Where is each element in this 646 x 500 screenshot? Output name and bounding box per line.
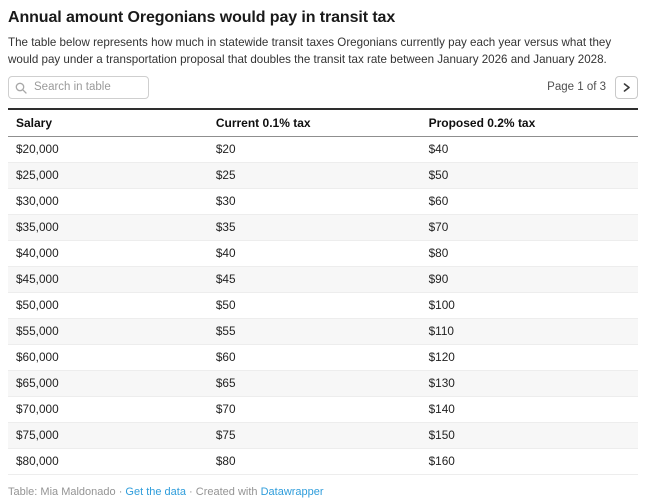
column-header-proposed-tax[interactable]: Proposed 0.2% tax — [420, 108, 638, 137]
proposed-tax-cell: $40 — [420, 136, 638, 163]
current-tax-cell: $35 — [207, 214, 421, 241]
salary-cell: $80,000 — [8, 448, 208, 475]
table-row: $40,000 $40 $80 — [8, 240, 638, 267]
table-row: $75,000 $75 $150 — [8, 422, 638, 449]
current-tax-cell: $75 — [207, 422, 421, 449]
current-tax-cell: $40 — [207, 240, 421, 267]
table-row: $65,000 $65 $130 — [8, 370, 638, 397]
current-tax-cell: $70 — [207, 396, 421, 423]
salary-cell: $70,000 — [8, 396, 208, 423]
current-tax-cell: $65 — [207, 370, 421, 397]
current-tax-cell: $45 — [207, 266, 421, 293]
current-tax-cell: $20 — [207, 136, 421, 163]
salary-cell: $65,000 — [8, 370, 208, 397]
datawrapper-link[interactable]: Datawrapper — [260, 485, 324, 498]
table-row: $80,000 $80 $160 — [8, 448, 638, 475]
chevron-right-icon — [622, 82, 631, 92]
proposed-tax-cell: $150 — [420, 422, 638, 449]
proposed-tax-cell: $130 — [420, 370, 638, 397]
proposed-tax-cell: $100 — [420, 292, 638, 319]
current-tax-cell: $80 — [207, 448, 421, 475]
next-page-button[interactable] — [615, 75, 638, 99]
get-the-data-link[interactable]: Get the data — [125, 485, 186, 498]
search-box — [8, 75, 149, 99]
table-row: $20,000 $20 $40 — [8, 136, 638, 163]
proposed-tax-cell: $160 — [420, 448, 638, 475]
salary-cell: $30,000 — [8, 188, 208, 215]
proposed-tax-cell: $120 — [420, 344, 638, 371]
table-row: $45,000 $45 $90 — [8, 266, 638, 293]
salary-cell: $45,000 — [8, 266, 208, 293]
salary-cell: $75,000 — [8, 422, 208, 449]
proposed-tax-cell: $80 — [420, 240, 638, 267]
table-row: $55,000 $55 $110 — [8, 318, 638, 345]
proposed-tax-cell: $70 — [420, 214, 638, 241]
proposed-tax-cell: $50 — [420, 162, 638, 189]
current-tax-cell: $55 — [207, 318, 421, 345]
salary-cell: $25,000 — [8, 162, 208, 189]
proposed-tax-cell: $60 — [420, 188, 638, 215]
data-table: Salary Current 0.1% tax Proposed 0.2% ta… — [8, 107, 638, 475]
current-tax-cell: $25 — [207, 162, 421, 189]
table-controls: Page 1 of 3 — [8, 75, 638, 99]
salary-cell: $35,000 — [8, 214, 208, 241]
table-row: $35,000 $35 $70 — [8, 214, 638, 241]
current-tax-cell: $50 — [207, 292, 421, 319]
proposed-tax-cell: $110 — [420, 318, 638, 345]
current-tax-cell: $60 — [207, 344, 421, 371]
credit-text: Table: Mia Maldonado — [8, 485, 116, 498]
search-input[interactable] — [8, 75, 149, 99]
table-header-row: Salary Current 0.1% tax Proposed 0.2% ta… — [8, 108, 638, 137]
salary-cell: $60,000 — [8, 344, 208, 371]
separator-dot: · — [189, 485, 193, 498]
created-with-text: Created with — [195, 485, 258, 498]
footer-credit: Table: Mia Maldonado · Get the data · Cr… — [8, 485, 638, 499]
salary-cell: $50,000 — [8, 292, 208, 319]
salary-cell: $40,000 — [8, 240, 208, 267]
salary-cell: $55,000 — [8, 318, 208, 345]
salary-cell: $20,000 — [8, 136, 208, 163]
table-row: $25,000 $25 $50 — [8, 162, 638, 189]
current-tax-cell: $30 — [207, 188, 421, 215]
table-row: $30,000 $30 $60 — [8, 188, 638, 215]
proposed-tax-cell: $140 — [420, 396, 638, 423]
table-row: $70,000 $70 $140 — [8, 396, 638, 423]
separator-dot: · — [118, 485, 123, 498]
column-header-current-tax[interactable]: Current 0.1% tax — [207, 108, 421, 137]
table-row: $50,000 $50 $100 — [8, 292, 638, 319]
table-row: $60,000 $60 $120 — [8, 344, 638, 371]
pagination: Page 1 of 3 — [547, 75, 638, 99]
description: The table below represents how much in s… — [8, 36, 612, 66]
column-header-salary[interactable]: Salary — [8, 108, 208, 137]
table-body: $20,000 $20 $40 $25,000 $25 $50 $30,000 $30 $60 $… — [8, 136, 638, 475]
page-indicator: Page 1 of 3 — [547, 81, 606, 94]
proposed-tax-cell: $90 — [420, 266, 638, 293]
page-title: Annual amount Oregonians would pay in tr… — [8, 9, 396, 26]
